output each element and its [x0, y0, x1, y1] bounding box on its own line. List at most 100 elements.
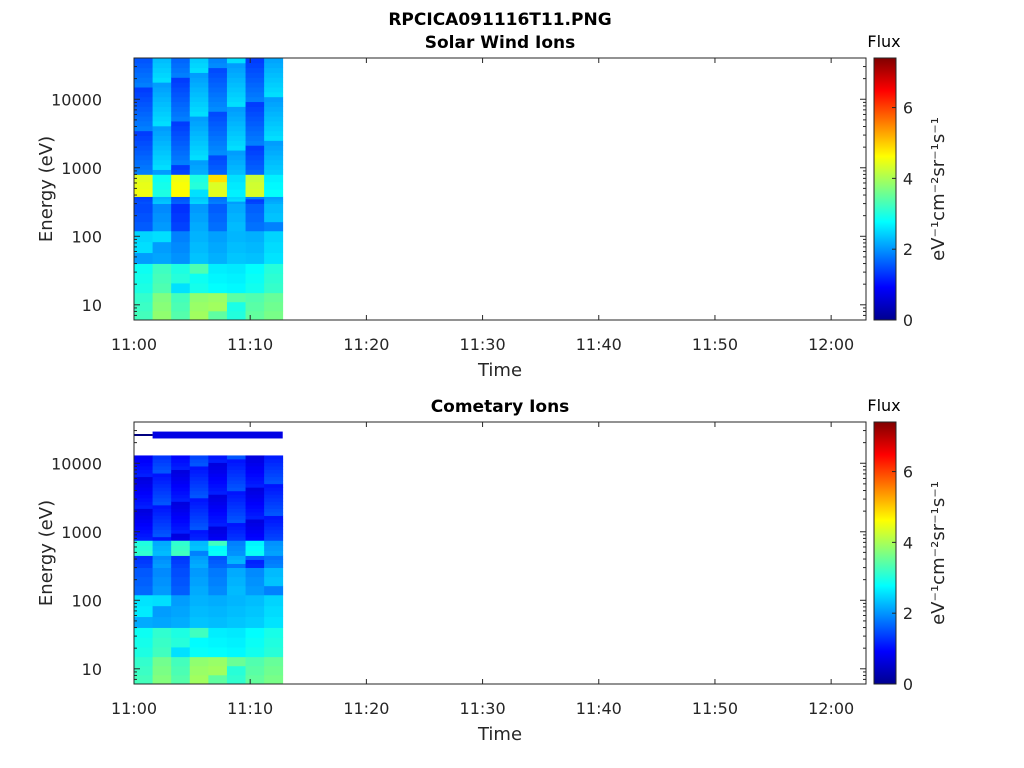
spectrogram-cell	[152, 497, 172, 502]
colorbar: Flux 0 2 4 6 eV⁻¹cm⁻²sr⁻¹s⁻¹	[867, 396, 949, 694]
spectrogram-cell	[189, 519, 209, 524]
y-tick-label: 10	[82, 296, 102, 315]
spectrogram-cell	[152, 637, 172, 648]
spectrogram-cell	[245, 458, 265, 463]
spectrogram-cell	[171, 155, 191, 161]
spectrogram-cell	[208, 627, 228, 638]
spectrogram-cell	[245, 169, 265, 175]
spectrogram-cell	[134, 533, 153, 538]
colorbar-title: Flux	[867, 396, 900, 415]
spectrogram-cell	[189, 263, 209, 274]
spectrogram-cell	[226, 647, 246, 658]
spectrogram-cell	[208, 155, 228, 161]
spectrogram-cell	[226, 487, 246, 492]
spectrogram-cell	[189, 230, 209, 243]
spectrogram-cell	[171, 563, 191, 568]
spectrogram-cell	[171, 72, 191, 78]
spectrogram-cell	[152, 563, 172, 568]
spectrogram-cell	[208, 550, 228, 556]
spectrogram-cell	[152, 519, 172, 524]
spectrogram-cell	[208, 508, 228, 513]
spectrogram-cell	[245, 555, 265, 560]
y-tick-label: 10000	[51, 454, 102, 473]
spectrogram-cell	[226, 72, 246, 78]
spectrogram-cell	[171, 637, 191, 648]
spectrogram-cell	[226, 555, 246, 560]
spectrogram-cell	[264, 585, 284, 596]
spectrogram-cell	[171, 512, 191, 516]
spectrogram-cell	[171, 58, 191, 64]
spectrogram-cell	[208, 252, 228, 264]
x-tick-label: 11:30	[460, 699, 506, 718]
spectrogram-cell	[264, 563, 284, 568]
spectrogram-cell	[245, 476, 265, 481]
spectrogram-cell	[171, 196, 191, 200]
spectrogram-cell	[171, 310, 191, 321]
spectrogram-cell	[134, 135, 153, 141]
spectrogram-cell	[226, 497, 246, 502]
spectrogram-cell	[226, 159, 246, 166]
spectrogram-cell	[208, 501, 228, 506]
spectrogram-cell	[189, 130, 209, 136]
spectrogram-cell	[189, 106, 209, 112]
spectrogram-cell	[226, 169, 246, 175]
spectrogram-cell	[134, 273, 153, 284]
spectrogram-cell	[208, 159, 228, 166]
spectrogram-cell	[264, 480, 284, 485]
spectrogram-cell	[208, 87, 228, 93]
spectrogram-cell	[152, 301, 172, 312]
spectrogram-cell	[171, 77, 191, 83]
spectrogram-cell	[189, 637, 209, 648]
spectrogram-cell	[208, 458, 228, 463]
spectrogram-cell	[171, 529, 191, 534]
spectrogram-cell	[171, 555, 191, 560]
spectrogram-cell	[189, 594, 209, 607]
spectrogram-cell	[152, 62, 172, 69]
spectrogram-cell	[171, 252, 191, 264]
spectrogram-cell	[134, 58, 153, 64]
spectrogram-cell	[171, 605, 191, 618]
spectrogram-cell	[171, 96, 191, 103]
spectrogram-cell	[264, 545, 284, 551]
spectrogram-cell	[264, 519, 284, 524]
spectrogram-cell	[245, 221, 265, 232]
spectrogram-cell	[226, 87, 246, 93]
spectrogram-cell	[134, 252, 153, 264]
spectrogram-cell	[189, 121, 209, 127]
spectrogram-cell	[245, 310, 265, 321]
spectrogram-cell	[264, 594, 284, 607]
spectrogram-cell	[171, 125, 191, 132]
spectrogram-cell	[226, 196, 246, 200]
spectrogram-cell	[152, 96, 172, 103]
spectrogram-cell	[152, 533, 172, 538]
spectrogram-cell	[226, 91, 246, 98]
spectrogram-cell	[226, 252, 246, 264]
spectrogram-cell	[134, 230, 153, 243]
spectrogram-cell	[245, 164, 265, 170]
spectrogram-cell	[208, 616, 228, 628]
spectrogram-cell	[208, 473, 228, 478]
spectrogram-cell	[245, 559, 265, 564]
spectrogram-cell	[152, 67, 172, 73]
spectrogram-cell	[152, 545, 172, 551]
spectrogram-cell	[208, 91, 228, 98]
spectrogram-cell	[171, 121, 191, 127]
spectrogram-cell	[264, 476, 284, 481]
spectrogram-cell	[189, 550, 209, 556]
spectrogram-cell	[152, 263, 172, 274]
spectrogram-cell	[208, 125, 228, 132]
spectrogram-cell	[152, 494, 172, 499]
spectrogram-cell	[171, 594, 191, 607]
spectrogram-cell	[208, 594, 228, 607]
spectrogram-cell	[226, 241, 246, 254]
spectrogram-cell	[226, 164, 246, 170]
spectrogram-cell	[245, 563, 265, 568]
spectrogram-cell	[208, 576, 228, 587]
spectrogram-cell	[134, 647, 153, 658]
spectrogram-cell	[152, 567, 172, 578]
spectrogram-cell	[189, 125, 209, 132]
spectrogram-cell	[134, 91, 153, 98]
spectrogram-cell	[264, 169, 284, 175]
spectrogram-cell	[245, 647, 265, 658]
spectrogram-cell	[264, 501, 284, 506]
